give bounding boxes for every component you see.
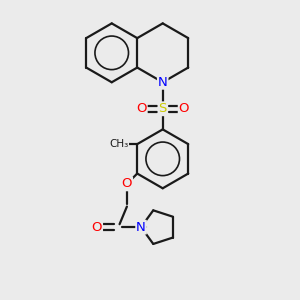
Text: N: N	[158, 76, 168, 89]
Text: O: O	[136, 102, 147, 115]
Text: O: O	[92, 220, 102, 234]
Text: N: N	[136, 220, 146, 234]
Text: CH₃: CH₃	[109, 139, 128, 149]
Text: S: S	[158, 102, 167, 115]
Text: O: O	[122, 177, 132, 190]
Text: O: O	[179, 102, 189, 115]
